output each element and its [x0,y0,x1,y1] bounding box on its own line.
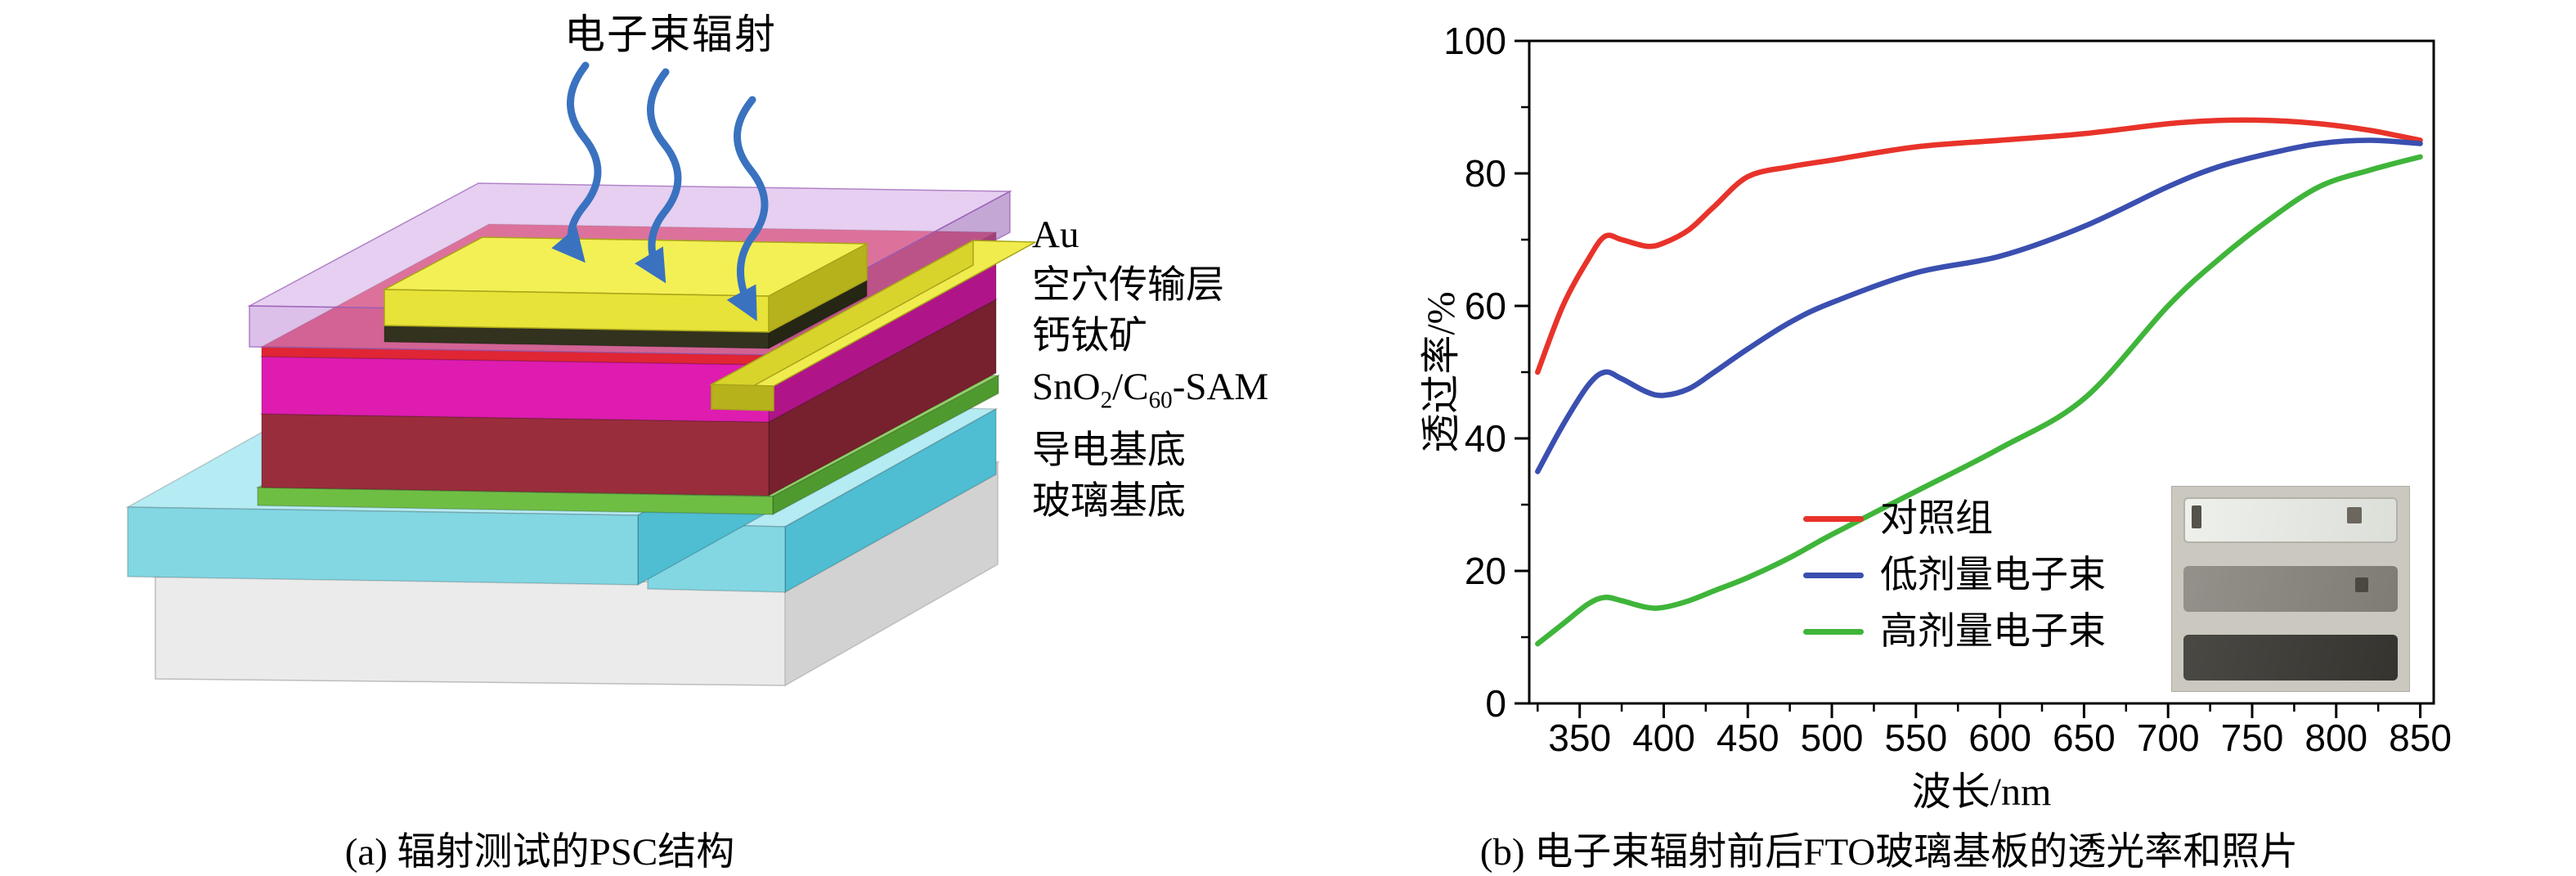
electron-beam-arrows [551,61,769,321]
legend-line-green [1803,628,1864,635]
y-tick-label: 20 [1465,550,1506,592]
electron-beam-arrow [635,68,682,284]
legend-label: 高剂量电子束 [1880,609,2106,652]
photo-slide-low-dose [2183,566,2398,612]
y-tick-label: 100 [1443,20,1506,62]
plot-frame [1528,39,2435,705]
x-tick-label: 550 [1884,717,1947,759]
psc-structure-diagram [125,61,1038,687]
series-line-0 [1535,117,2423,375]
label-sno2-c60-sam: SnO2/C60-SAM [1032,366,1269,414]
x-tick-label: 350 [1548,717,1611,759]
legend-line-blue [1803,572,1864,578]
x-tick-label: 400 [1632,717,1695,759]
au-electrode-top [382,236,869,334]
series-line-1 [1535,137,2423,474]
x-axis-label: 波长/nm [1911,770,2052,814]
x-tick-label: 650 [2053,717,2116,759]
electron-beam-arrow [551,61,602,263]
panel-a-caption: (a) 辐射测试的PSC结构 [344,831,735,874]
label-glass-substrate: 玻璃基底 [1032,480,1186,523]
legend-item-control: 对照组 [1803,497,2106,541]
label-au: Au [1032,213,1079,256]
label-conductive-substrate: 导电基底 [1032,429,1186,473]
x-tick-label: 700 [2137,717,2200,759]
photo-slide-control [2183,497,2398,543]
y-tick-label: 40 [1465,417,1506,460]
x-tick-label: 450 [1717,717,1779,759]
chart-legend: 对照组 低剂量电子束 高剂量电子束 [1803,497,2106,667]
y-tick-label: 0 [1485,682,1506,725]
y-tick-label: 60 [1465,285,1506,327]
legend-line-red [1803,515,1864,522]
panel-b-caption: (b) 电子束辐射前后FTO玻璃基板的透光率和照片 [1479,831,2299,874]
y-tick-label: 80 [1465,152,1506,195]
legend-item-high-dose: 高剂量电子束 [1803,610,2106,654]
x-tick-label: 800 [2304,717,2367,759]
electron-beam-arrow [726,96,769,321]
label-hole-transport: 空穴传输层 [1032,264,1224,307]
legend-label: 低剂量电子束 [1880,553,2106,595]
photo-slide-high-dose [2183,635,2398,681]
series-line-2 [1535,154,2423,647]
layer-labels: Au 空穴传输层 钙钛矿 SnO2/C60-SAM 导电基底 玻璃基底 [1032,209,1268,527]
au-electrode-side-strip [709,239,1038,411]
x-tick-label: 850 [2389,717,2452,759]
electron-beam-label: 电子束辐射 [564,11,777,57]
legend-item-low-dose: 低剂量电子束 [1803,554,2106,597]
x-tick-label: 500 [1801,717,1864,759]
x-tick-label: 750 [2221,717,2284,759]
label-perovskite: 钙钛矿 [1032,315,1147,357]
transmittance-chart: 350 400 450 500 550 600 650 700 750 800 850 0 20 40 60… [1443,20,2452,759]
x-tick-label: 600 [1968,717,2031,759]
legend-label: 对照组 [1880,497,1993,539]
y-axis-label: 透过率/% [1420,291,1463,453]
sample-photo-inset [2171,486,2410,692]
